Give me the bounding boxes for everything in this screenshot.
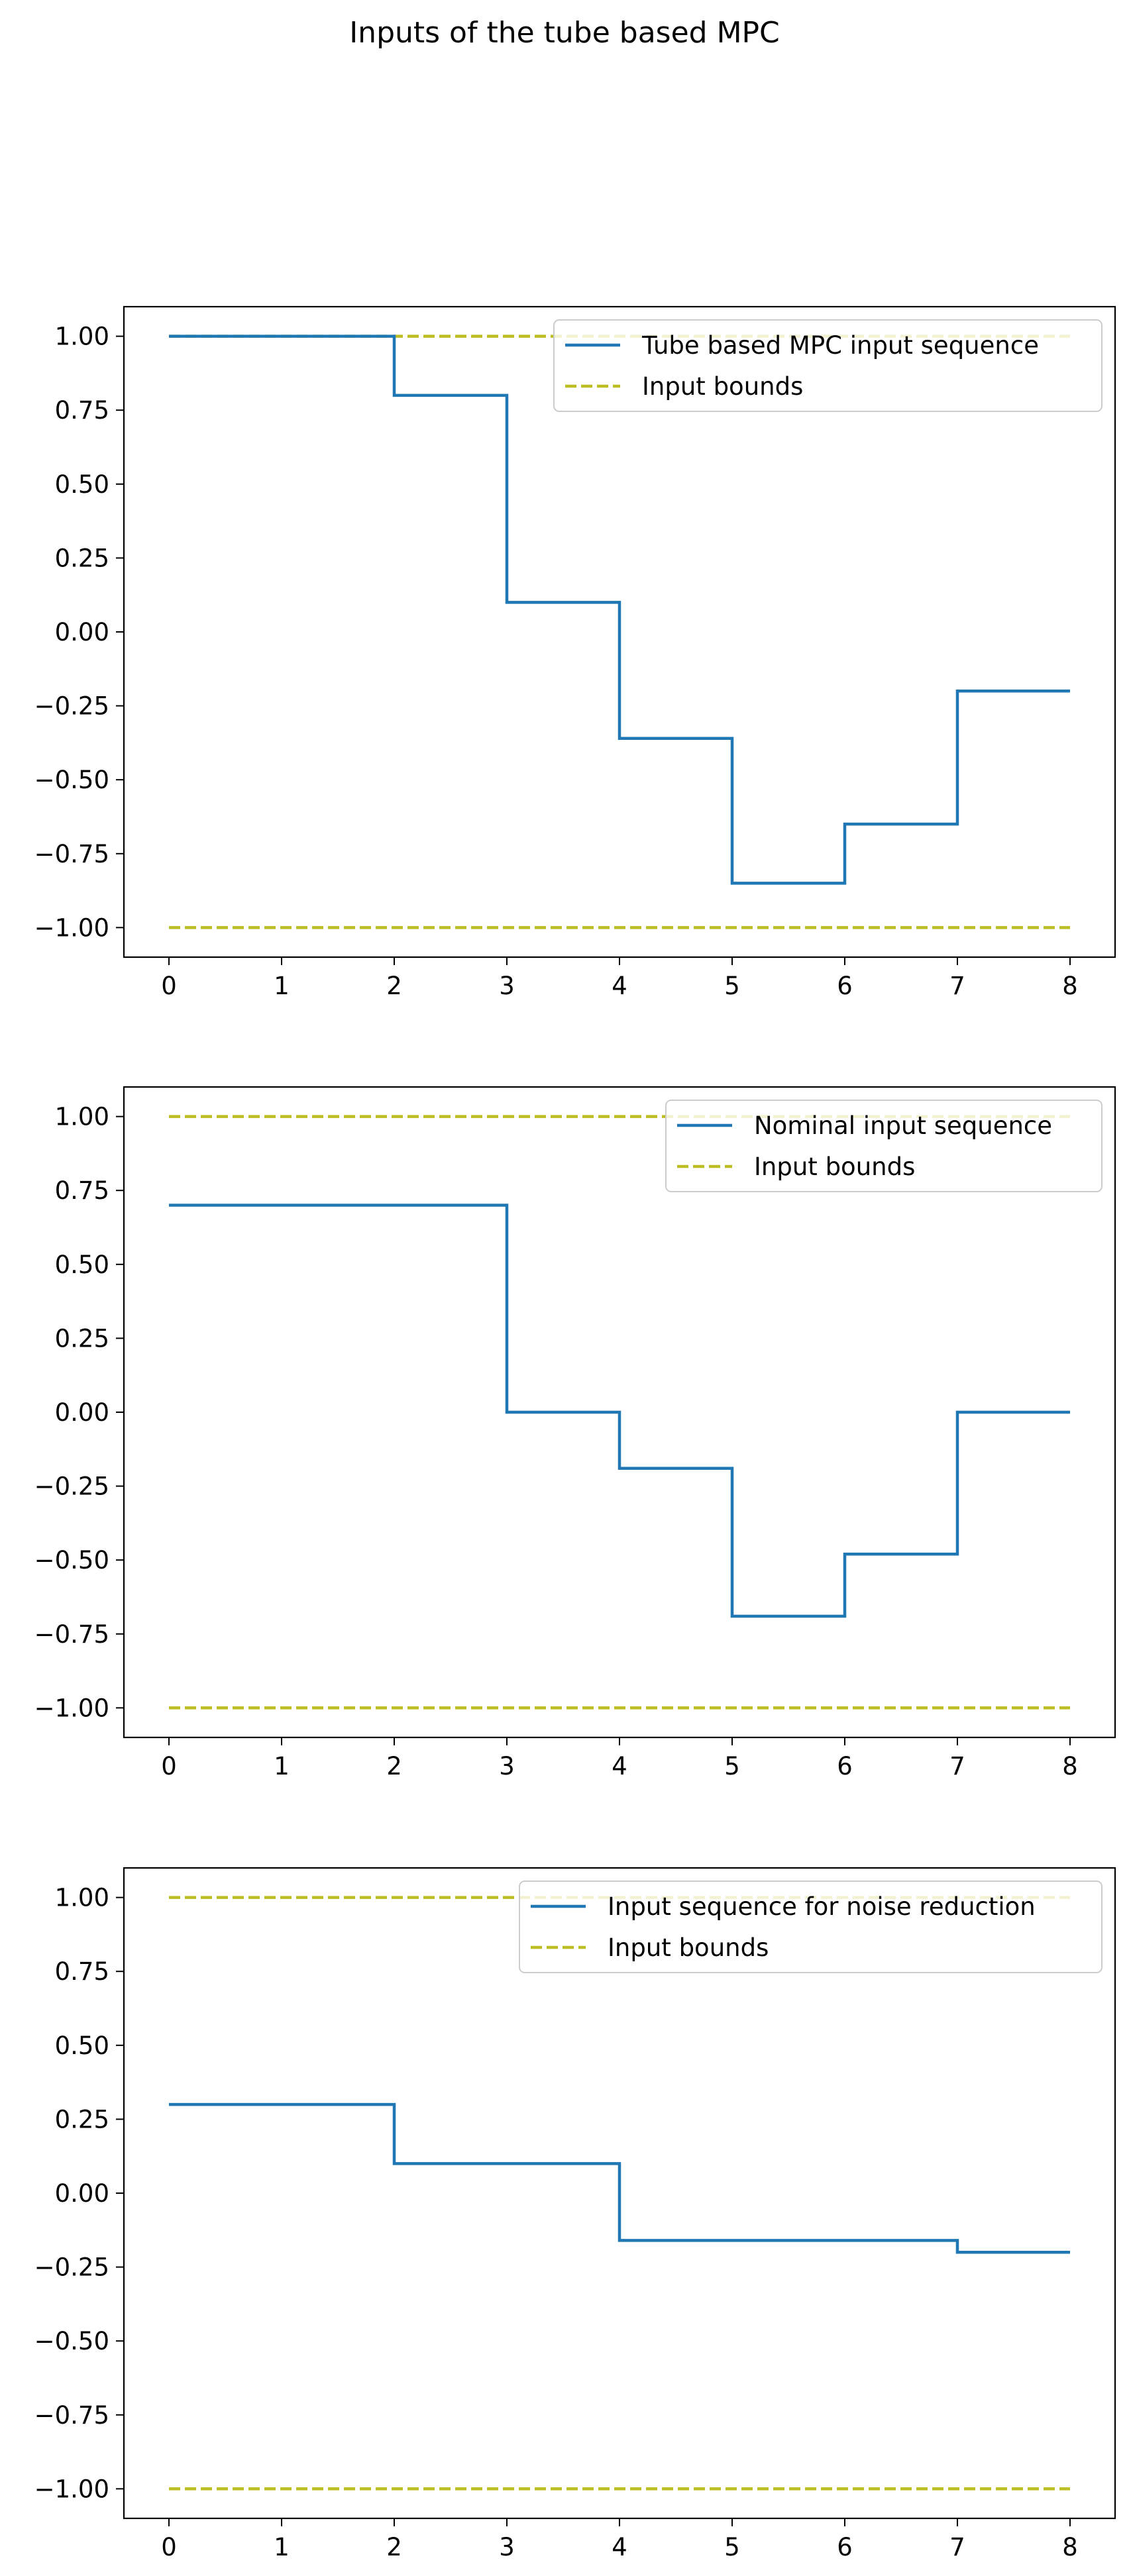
y-tick-label: −0.25: [34, 692, 109, 721]
y-tick-label: 0.25: [55, 2105, 109, 2134]
input-sequence-line: [169, 2102, 1070, 2254]
x-tick-label: 7: [949, 2533, 965, 2561]
x-tick-label: 8: [1062, 1752, 1078, 1780]
legend: Tube based MPC input sequence Input bound…: [553, 319, 1102, 412]
y-tick-label: −0.25: [34, 1472, 109, 1501]
x-tick-label: 3: [499, 2533, 515, 2561]
y-tick-label: 1.00: [55, 1884, 109, 1912]
y-tick-label: 0.75: [55, 1957, 109, 1986]
figure-title: Inputs of the tube based MPC: [349, 16, 780, 50]
x-tick-label: 2: [386, 1752, 402, 1780]
x-tick-label: 1: [274, 1752, 290, 1780]
y-tick-label: 0.50: [55, 2032, 109, 2060]
y-tick-label: 0.75: [55, 396, 109, 425]
legend: Input sequence for noise reduction Input …: [519, 1880, 1102, 1973]
chart-panel-3: 0 1 2 3 4 5 6 7 8 1.00 0.75 0.50 0.25 0.00 −0.25 −0.50 −…: [34, 1867, 1116, 2561]
x-tick-label: 5: [724, 1752, 740, 1780]
y-tick-label: 0.00: [55, 618, 109, 646]
y-tick-label: 0.00: [55, 2179, 109, 2208]
legend-label-sequence: Tube based MPC input sequence: [641, 331, 1039, 360]
legend: Nominal input sequence Input bounds: [665, 1100, 1102, 1192]
legend-label-sequence: Input sequence for noise reduction: [608, 1892, 1036, 1921]
y-tick-label: −0.50: [34, 1546, 109, 1574]
legend-label-bounds: Input bounds: [642, 372, 803, 401]
y-tick-label: −0.75: [34, 840, 109, 868]
y-tick-label: −0.50: [34, 2327, 109, 2355]
x-tick-label: 3: [499, 972, 515, 1000]
x-tick-label: 1: [274, 972, 290, 1000]
y-tick-label: −0.25: [34, 2253, 109, 2282]
x-tick-label: 8: [1062, 972, 1078, 1000]
y-tick-label: 0.00: [55, 1398, 109, 1427]
x-tick-label: 0: [161, 2533, 177, 2561]
legend-label-bounds: Input bounds: [608, 1933, 769, 1962]
x-tick-label: 1: [274, 2533, 290, 2561]
chart-panel-2: 0 1 2 3 4 5 6 7 8 1.00 0.75 0.50 0.25 0.00 −0.25 −0.50 −…: [34, 1086, 1116, 1780]
x-tick-label: 0: [161, 1752, 177, 1780]
x-tick-label: 5: [724, 2533, 740, 2561]
x-tick-label: 6: [837, 2533, 853, 2561]
y-tick-label: −1.00: [34, 2475, 109, 2503]
x-tick-label: 4: [612, 2533, 627, 2561]
x-tick-label: 5: [724, 972, 740, 1000]
input-sequence-line: [169, 1204, 1070, 1618]
chart-panel-1: 0 1 2 3 4 5 6 7 8 1.00 0.75 0.50 0.25 0.00 −0.25 −0.50 −…: [34, 305, 1116, 1000]
legend-box: [553, 319, 1102, 412]
y-tick-label: 1.00: [55, 1103, 109, 1131]
y-tick-label: −0.75: [34, 1620, 109, 1649]
x-tick-label: 2: [386, 2533, 402, 2561]
x-tick-label: 8: [1062, 2533, 1078, 2561]
x-tick-label: 6: [837, 972, 853, 1000]
x-tick-label: 2: [386, 972, 402, 1000]
legend-label-bounds: Input bounds: [754, 1153, 915, 1181]
x-tick-label: 6: [837, 1752, 853, 1780]
y-tick-label: 0.50: [55, 1251, 109, 1279]
y-tick-label: 0.25: [55, 544, 109, 572]
y-tick-label: 0.50: [55, 470, 109, 499]
y-tick-label: −1.00: [34, 1694, 109, 1722]
x-tick-label: 0: [161, 972, 177, 1000]
y-tick-label: 1.00: [55, 323, 109, 351]
y-tick-label: −0.75: [34, 2401, 109, 2430]
y-tick-label: 0.75: [55, 1176, 109, 1205]
legend-label-sequence: Nominal input sequence: [754, 1111, 1052, 1140]
y-tick-label: 0.25: [55, 1324, 109, 1353]
legend-box: [665, 1100, 1102, 1192]
x-tick-label: 3: [499, 1752, 515, 1780]
y-tick-label: −1.00: [34, 913, 109, 942]
y-tick-label: −0.50: [34, 766, 109, 794]
x-tick-label: 4: [612, 1752, 627, 1780]
x-tick-label: 4: [612, 972, 627, 1000]
legend-box: [519, 1880, 1102, 1973]
x-tick-label: 7: [949, 972, 965, 1000]
input-sequence-line: [169, 335, 1070, 885]
x-tick-label: 7: [949, 1752, 965, 1780]
